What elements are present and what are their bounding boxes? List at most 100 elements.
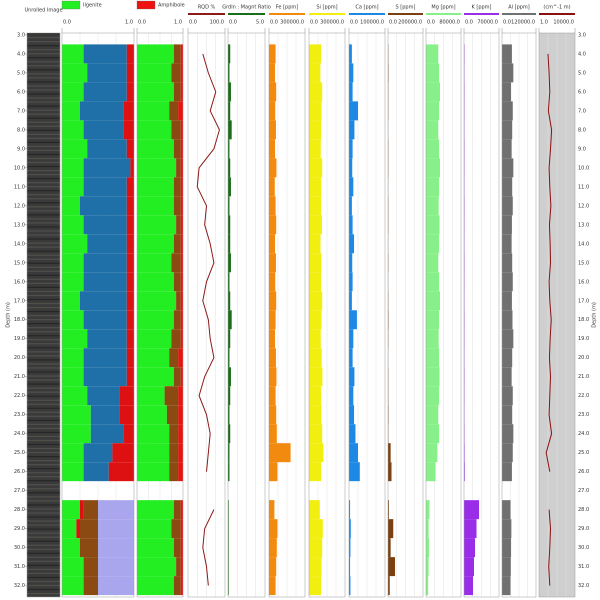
value-bar <box>388 500 389 520</box>
composition-segment <box>76 519 80 539</box>
composition-segment <box>62 500 80 520</box>
x-tick-label: 70000.0 <box>477 20 498 26</box>
value-bar <box>388 405 389 425</box>
depth-tick-label: 31.0 <box>14 564 25 570</box>
depth-tick-label: 3.0 <box>578 32 586 38</box>
core-stripe <box>27 226 60 228</box>
core-stripe <box>27 149 60 152</box>
depth-tick-label: 16.0 <box>578 279 589 285</box>
value-bar <box>269 405 277 425</box>
core-stripe <box>27 194 60 196</box>
track-frame <box>136 32 184 598</box>
depth-tick-label: 4.0 <box>17 51 25 57</box>
value-bar <box>426 519 429 539</box>
value-bar <box>228 462 230 482</box>
core-stripe <box>27 359 60 361</box>
value-bar <box>228 101 231 121</box>
core-stripe <box>27 504 60 506</box>
core-stripe <box>27 588 60 591</box>
value-bar <box>502 120 513 140</box>
depth-tick-label: 31.0 <box>578 564 589 570</box>
depth-tick-label: 29.0 <box>14 526 25 532</box>
core-stripe <box>27 383 60 385</box>
composition-segment <box>171 253 181 273</box>
composition-segment <box>169 424 179 444</box>
depth-tick-label: 32.0 <box>578 583 589 589</box>
composition-segment <box>173 177 181 197</box>
core-stripe <box>27 238 60 240</box>
value-bar <box>349 44 352 64</box>
composition-segment <box>123 101 134 121</box>
value-bar <box>228 120 232 140</box>
core-stripe <box>27 202 60 204</box>
composition-segment <box>137 367 174 387</box>
track-frame <box>187 32 226 598</box>
composition-segment <box>62 424 91 444</box>
track-title: (cm^-1 m) <box>543 5 570 11</box>
x-tick-label: 1.0 <box>540 20 548 26</box>
value-bar <box>502 500 511 520</box>
core-stripe <box>27 508 60 510</box>
value-bar <box>502 424 514 444</box>
value-bar <box>426 576 429 596</box>
depth-tick-label: 5.0 <box>17 70 25 76</box>
value-bar <box>269 348 276 368</box>
value-bar <box>309 63 321 83</box>
composition-segment <box>180 538 183 558</box>
x-tick-label: 0.0 <box>427 20 435 26</box>
core-stripe <box>27 387 60 389</box>
value-bar <box>349 329 354 349</box>
composition-segment <box>87 63 127 83</box>
value-bar <box>426 196 439 216</box>
core-stripe <box>27 468 60 470</box>
track-title: S [ppm] <box>396 5 416 11</box>
composition-segment <box>83 120 124 140</box>
value-bar <box>502 63 514 83</box>
value-bar <box>228 329 231 349</box>
value-bar <box>269 576 276 596</box>
value-bar <box>228 310 232 330</box>
composition-segment <box>98 519 134 539</box>
value-bar <box>269 120 276 140</box>
value-bar <box>349 196 352 216</box>
composition-segment <box>83 367 127 387</box>
track-frame <box>387 32 424 598</box>
composition-segment <box>80 519 98 539</box>
core-stripe <box>27 290 60 293</box>
core-stripe <box>27 484 60 486</box>
core-stripe <box>27 97 60 99</box>
value-bar <box>269 82 277 102</box>
depth-tick-label: 16.0 <box>14 279 25 285</box>
core-stripe <box>27 552 60 554</box>
value-bar <box>426 310 440 330</box>
core-stripe <box>27 592 60 595</box>
core-stripe <box>27 363 60 365</box>
value-bar <box>349 386 354 406</box>
depth-tick-label: 26.0 <box>578 469 589 475</box>
depth-tick-label: 13.0 <box>578 222 589 228</box>
core-stripe <box>27 347 60 349</box>
composition-segment <box>180 329 183 349</box>
value-bar <box>426 538 430 558</box>
composition-segment <box>108 462 134 482</box>
core-stripe <box>27 178 60 180</box>
composition-segment <box>62 519 77 539</box>
core-stripe <box>27 165 60 168</box>
composition-segment <box>83 462 109 482</box>
core-stripe <box>27 500 60 502</box>
x-tick-label: 5.0 <box>256 20 264 26</box>
x-tick-label: 1.0 <box>125 20 133 26</box>
log-line <box>545 53 553 586</box>
core-stripe <box>27 419 60 421</box>
value-bar <box>269 272 276 292</box>
composition-segment <box>80 291 127 311</box>
value-bar <box>464 576 473 596</box>
value-bar <box>426 215 440 235</box>
value-bar <box>228 63 230 83</box>
core-stripe <box>27 262 60 264</box>
value-bar <box>228 500 229 520</box>
depth-tick-label: 23.0 <box>578 412 589 418</box>
composition-segment <box>83 158 131 178</box>
value-bar <box>502 329 514 349</box>
composition-segment <box>90 424 124 444</box>
